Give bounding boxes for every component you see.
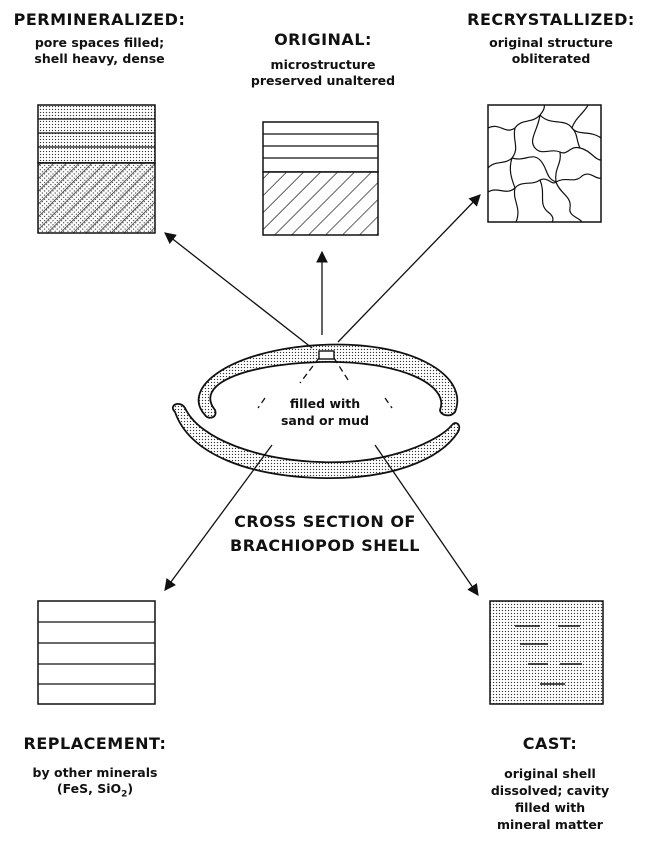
original-desc-line-1: microstructure <box>270 57 376 72</box>
brachiopod-shell-cross-section <box>172 343 461 479</box>
shell-caption-line-2: BRACHIOPOD SHELL <box>230 536 420 555</box>
fill-label-line-2: sand or mud <box>280 413 370 428</box>
recrystallized-desc-line-2: obliterated <box>511 51 591 66</box>
fill-label: filled with sand or mud <box>205 363 445 429</box>
cast-label: CAST: original shell dissolved; cavity f… <box>460 734 640 833</box>
replacement-desc-line-1: by other minerals <box>32 765 158 780</box>
arrows <box>164 194 481 596</box>
arrow-to-permineralized <box>164 232 313 349</box>
recrystallized-title: RECRYSTALLIZED: <box>467 10 635 29</box>
arrow-to-replacement <box>164 444 273 591</box>
shell-caption-line-1: CROSS SECTION OF <box>234 512 416 531</box>
original-label: ORIGINAL: microstructure preserved unalt… <box>228 30 418 89</box>
recrystallized-sample-box <box>487 104 602 223</box>
original-desc-line-2: preserved unaltered <box>250 73 396 88</box>
permineralized-sample-box <box>37 104 156 234</box>
original-title: ORIGINAL: <box>274 30 372 49</box>
cast-sample-box <box>489 600 604 705</box>
recrystallized-desc-line-1: original structure <box>489 35 613 50</box>
permineralized-desc-line-2: shell heavy, dense <box>34 51 165 66</box>
replacement-sample-box <box>37 600 156 705</box>
permineralized-title: PERMINERALIZED: <box>13 10 186 29</box>
sample-window <box>318 350 335 360</box>
cast-desc-line-1: original shell <box>504 766 596 781</box>
original-sample-box <box>262 121 379 236</box>
arrow-to-recrystallized <box>337 194 481 343</box>
replacement-desc-line-2: (FeS, SiO2) <box>56 781 134 800</box>
replacement-title: REPLACEMENT: <box>23 734 167 753</box>
cast-desc-line-2: dissolved; cavity <box>490 783 610 798</box>
permineralized-label: PERMINERALIZED: pore spaces filled; shel… <box>2 10 197 67</box>
fill-label-line-1: filled with <box>289 396 361 411</box>
shell-caption: CROSS SECTION OF BRACHIOPOD SHELL <box>180 510 470 558</box>
upper-valve <box>197 343 459 419</box>
cast-desc-line-4: mineral matter <box>497 817 603 832</box>
permineralized-desc-line-1: pore spaces filled; <box>34 35 165 50</box>
replacement-label: REPLACEMENT: by other minerals (FeS, SiO… <box>0 734 190 803</box>
cast-desc-line-3: filled with <box>514 800 586 815</box>
lower-valve <box>172 403 461 479</box>
cast-title: CAST: <box>522 734 578 753</box>
arrow-to-cast <box>374 444 479 596</box>
recrystallized-label: RECRYSTALLIZED: original structure oblit… <box>452 10 650 67</box>
